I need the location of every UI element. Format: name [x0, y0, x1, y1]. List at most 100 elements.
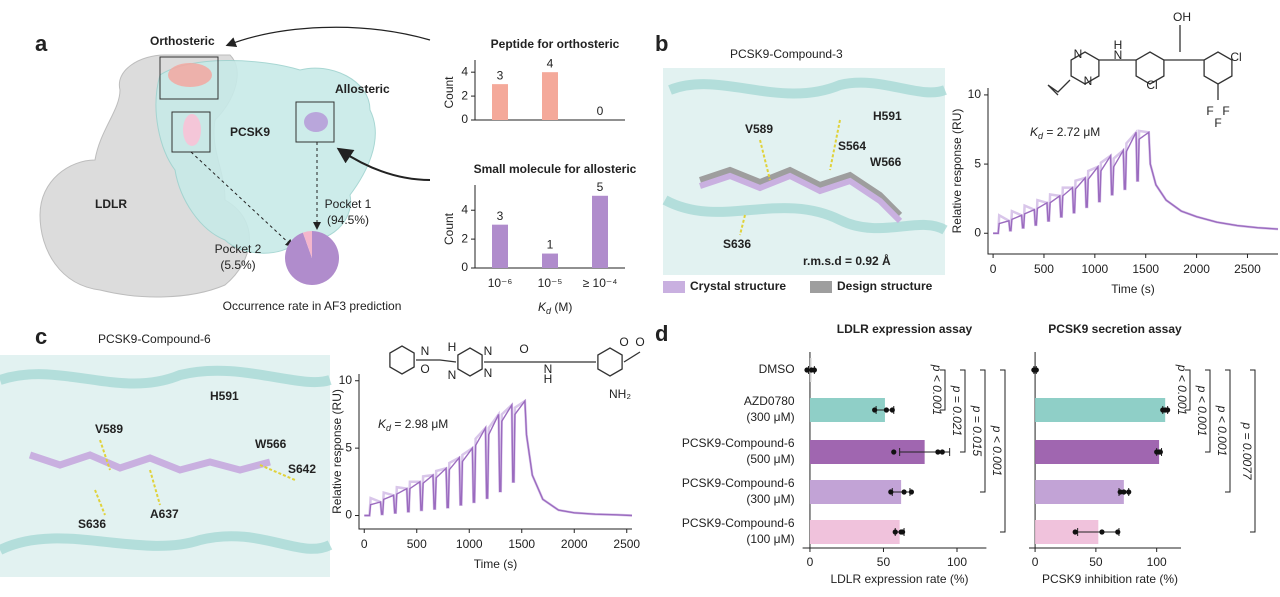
- subscript: d: [1038, 131, 1044, 141]
- data-point: [1033, 367, 1039, 373]
- x-tick-label: 2000: [561, 537, 588, 551]
- x-tick-label: 100: [1147, 555, 1167, 569]
- category-label: DMSO: [759, 362, 795, 376]
- x-tick-label: 0: [1032, 555, 1039, 569]
- x-tick-label: 1500: [1132, 262, 1159, 276]
- data-point: [872, 407, 878, 413]
- bond: [1135, 51, 1165, 85]
- p-value-label: p = 0.021: [950, 385, 964, 436]
- y-tick-label: 0: [345, 508, 352, 522]
- atom-label: F: [1214, 116, 1221, 130]
- data-point: [1165, 407, 1171, 413]
- p-value-label: p < 0.001: [930, 364, 944, 415]
- y-tick-label: 4: [461, 202, 468, 216]
- data-point: [888, 489, 894, 495]
- y-tick-label: 0: [974, 225, 981, 239]
- panel-label: a: [35, 31, 48, 56]
- panel-label: b: [655, 31, 668, 56]
- significance-bracket: [1000, 369, 1006, 533]
- category-label: (300 μM): [746, 492, 794, 506]
- x-tick-label: 2000: [1183, 262, 1210, 276]
- residue-label: H591: [210, 389, 239, 403]
- residue-label: S564: [838, 139, 866, 153]
- y-tick-label: 5: [345, 440, 352, 454]
- atom-label: Cl: [1230, 50, 1241, 64]
- subscript: d: [546, 306, 552, 316]
- site-label: Orthosteric: [150, 34, 215, 48]
- atom-label: Cl: [1146, 78, 1157, 92]
- x-axis-label: LDLR expression rate (%): [830, 572, 968, 586]
- atom-label: N: [544, 362, 553, 376]
- x-axis-label: Time (s): [474, 557, 518, 571]
- data-point: [1126, 489, 1132, 495]
- bond: [1203, 51, 1233, 85]
- category-label: (100 μM): [746, 532, 794, 546]
- kd-annotation: Kd = 2.72 μM: [1030, 125, 1100, 141]
- data-point: [935, 449, 941, 455]
- bar: [1035, 480, 1124, 504]
- axis: [358, 374, 632, 530]
- label-text: = 2.72 μM: [1043, 125, 1100, 139]
- category-label: AZD0780: [744, 394, 795, 408]
- x-tick-label: 100: [947, 555, 967, 569]
- pie-slice: [302, 231, 312, 258]
- x-tick-label: 50: [1089, 555, 1103, 569]
- atom-label: N: [484, 366, 493, 380]
- protein-label: LDLR: [95, 197, 127, 211]
- category-label: (300 μM): [746, 410, 794, 424]
- slice-label: Pocket 2: [215, 242, 262, 256]
- atom-label: F: [1206, 104, 1213, 118]
- atom-label: OH: [1173, 10, 1191, 24]
- bar: [542, 72, 558, 120]
- data-point: [1115, 529, 1121, 535]
- p-value-label: p < 0.001: [1215, 405, 1229, 456]
- chart-title: PCSK9 secretion assay: [1048, 322, 1182, 336]
- x-tick-label: 500: [407, 537, 427, 551]
- x-tick-label: 10⁻⁵: [538, 276, 563, 290]
- atom-label: N: [1074, 47, 1083, 61]
- bar: [809, 480, 902, 504]
- y-tick-label: 5: [974, 156, 981, 170]
- bar: [542, 253, 558, 268]
- chart-title: Occurrence rate in AF3 prediction: [223, 299, 402, 313]
- label-text: (M): [551, 300, 572, 314]
- bar: [1035, 440, 1160, 464]
- atom-label: O: [420, 362, 429, 376]
- protein-surface: [39, 26, 431, 298]
- chart-title: Small molecule for allosteric: [474, 162, 637, 176]
- x-tick-label: 50: [877, 555, 891, 569]
- data-label: 4: [547, 56, 554, 70]
- bar: [492, 84, 508, 120]
- atom-label: O: [519, 342, 528, 356]
- category-label: (500 μM): [746, 452, 794, 466]
- atom-label: N: [448, 368, 457, 382]
- p-value-label: p < 0.001: [1175, 364, 1189, 415]
- bar: [492, 224, 508, 268]
- bar: [1035, 398, 1166, 422]
- bond: [416, 351, 641, 363]
- legend-label: Design structure: [837, 279, 933, 293]
- atom-label: H: [1114, 38, 1123, 52]
- residue-label: V589: [745, 122, 773, 136]
- bar: [809, 520, 900, 544]
- data-label: 3: [497, 209, 504, 223]
- residue-label: A637: [150, 507, 179, 521]
- significance-bracket: [1225, 369, 1231, 493]
- x-tick-label: 2500: [1234, 262, 1261, 276]
- kd-annotation: Kd = 2.98 μM: [378, 417, 448, 433]
- residue-label: H591: [873, 109, 902, 123]
- chart-title: LDLR expression assay: [837, 322, 973, 336]
- x-tick-label: ≥ 10⁻⁴: [583, 276, 618, 290]
- bond: [597, 347, 623, 377]
- x-tick-label: 0: [807, 555, 814, 569]
- structure-title: PCSK9-Compound-3: [730, 47, 843, 61]
- atom-label: NH₂: [609, 387, 631, 401]
- panel-label: c: [35, 324, 47, 349]
- data-point: [908, 489, 915, 495]
- pie-slice: [285, 230, 340, 285]
- x-tick-label: 1000: [456, 537, 483, 551]
- x-tick-label: 1500: [508, 537, 535, 551]
- italic-symbol: K: [1030, 125, 1039, 139]
- significance-bracket: [1250, 369, 1256, 533]
